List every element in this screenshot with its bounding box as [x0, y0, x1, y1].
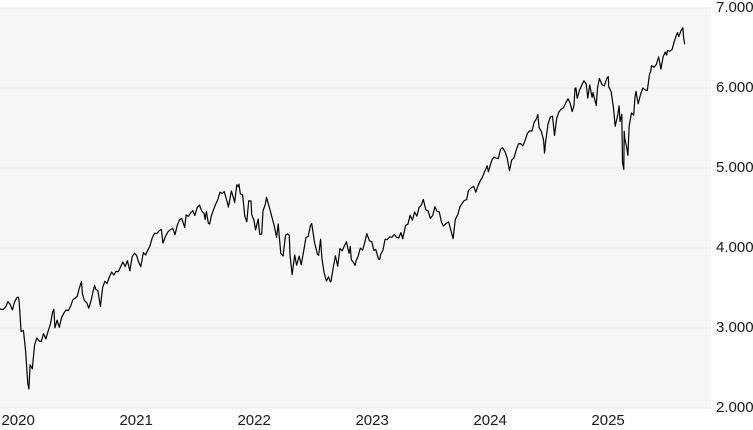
x-axis-label-2021: 2021	[119, 412, 153, 429]
x-axis-label-2024: 2024	[473, 412, 507, 429]
gridlines	[0, 7, 711, 409]
y-axis-label-6.000: 6.000	[716, 79, 753, 96]
x-axis-label-2025: 2025	[591, 412, 625, 429]
y-axis-label-4.000: 4.000	[716, 239, 753, 256]
x-axis-label-2023: 2023	[355, 412, 389, 429]
y-axis-label-5.000: 5.000	[716, 159, 753, 176]
price-line[interactable]	[0, 27, 686, 390]
y-axis-label-2.000: 2.000	[716, 399, 753, 416]
x-axis-label-2022: 2022	[237, 412, 271, 429]
x-axis-label-2020: 2020	[1, 412, 35, 429]
y-axis-label-3.000: 3.000	[716, 319, 753, 336]
y-axis-label-7.000: 7.000	[716, 0, 753, 16]
plot-background[interactable]	[0, 8, 711, 408]
